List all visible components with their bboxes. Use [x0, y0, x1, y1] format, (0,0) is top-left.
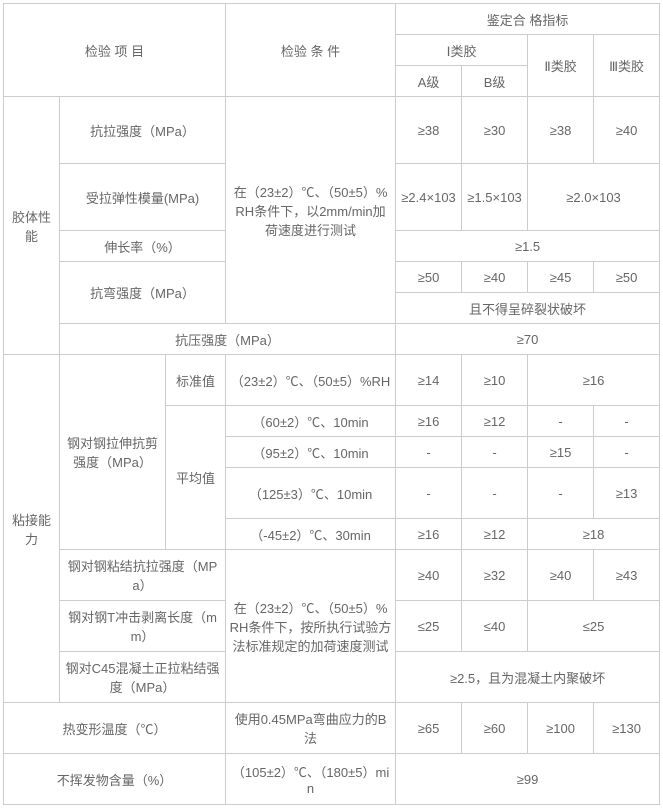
g2-s2-b: ≥12: [462, 406, 528, 437]
g2-s3-a: -: [396, 437, 462, 468]
g2-r6-a: ≥40: [396, 550, 462, 601]
g2-r6-b: ≥32: [462, 550, 528, 601]
row-heat-ii: ≥100: [528, 703, 594, 754]
g2-r6-iii: ≥43: [594, 550, 660, 601]
g2-s3-ii: ≥15: [528, 437, 594, 468]
g2-r6-ii: ≥40: [528, 550, 594, 601]
g2-s4-b: -: [462, 468, 528, 519]
g2-s1-a: ≥14: [396, 355, 462, 406]
g1-r2-b: ≥1.5×103: [462, 164, 528, 231]
g1-cond-block: 在（23±2）℃、（50±5）%RH条件下，以2mm/min加荷速度进行测试: [226, 97, 396, 324]
g1-r2-label: 受拉弹性模量(MPa): [60, 164, 226, 231]
g2-s4-iii: ≥13: [594, 468, 660, 519]
g1-r3-label: 伸长率（%）: [60, 231, 226, 262]
row-heat-a: ≥65: [396, 703, 462, 754]
g1-r3-span: ≥1.5: [396, 231, 660, 262]
g2-cond-block2: 在（23±2）℃、（50±5）%RH条件下，按所执行试验方法标准规定的加荷速度测…: [226, 550, 396, 703]
row-heat-iii: ≥130: [594, 703, 660, 754]
g1-r1-iii: ≥40: [594, 97, 660, 164]
hdr-inspection-item: 检验 项 目: [4, 4, 226, 97]
hdr-grade-b: B级: [462, 66, 528, 97]
group2-name: 粘接能力: [4, 355, 60, 703]
spec-table: 检验 项 目 检验 条 件 鉴定合 格指标 Ⅰ类胶 Ⅱ类胶 Ⅲ类胶 A级 B级 …: [3, 3, 660, 805]
g2-std-label: 标准值: [166, 355, 226, 406]
row-heat-label: 热变形温度（℃）: [4, 703, 226, 754]
hdr-class-ii: Ⅱ类胶: [528, 35, 594, 97]
g2-r8-label: 钢对C45混凝土正拉粘结强度（MPa）: [60, 652, 226, 703]
g1-r4-a: ≥50: [396, 262, 462, 293]
g2-r7-label: 钢对钢T冲击剥离长度（mm）: [60, 601, 226, 652]
g2-s1-cond: （23±2）℃、（50±5）%RH: [226, 355, 396, 406]
g2-s5-cond: （-45±2）℃、30min: [226, 519, 396, 550]
row-vol-cond: （105±2）℃、（180±5）min: [226, 754, 396, 805]
g2-r7-ii-iii: ≤25: [528, 601, 660, 652]
g2-r7-b: ≤40: [462, 601, 528, 652]
g2-s1-b: ≥10: [462, 355, 528, 406]
row-heat-b: ≥60: [462, 703, 528, 754]
row-vol-span: ≥99: [396, 754, 660, 805]
g1-r1-label: 抗拉强度（MPa）: [60, 97, 226, 164]
g1-r2-a: ≥2.4×103: [396, 164, 462, 231]
g2-s3-b: -: [462, 437, 528, 468]
g1-r4-label: 抗弯强度（MPa）: [60, 262, 226, 324]
g1-r1-ii: ≥38: [528, 97, 594, 164]
g2-avg-label: 平均值: [166, 406, 226, 550]
g2-s2-ii: -: [528, 406, 594, 437]
g1-r5-span: ≥70: [396, 324, 660, 355]
g2-s1-ii-iii: ≥16: [528, 355, 660, 406]
group1-name: 胶体性能: [4, 97, 60, 355]
hdr-class-iii: Ⅲ类胶: [594, 35, 660, 97]
row-heat-cond: 使用0.45MPa弯曲应力的B法: [226, 703, 396, 754]
g1-r1-b: ≥30: [462, 97, 528, 164]
g2-s4-ii: -: [528, 468, 594, 519]
g1-r4-ii: ≥45: [528, 262, 594, 293]
g2-s3-iii: -: [594, 437, 660, 468]
g1-r2-ii-iii: ≥2.0×103: [528, 164, 660, 231]
g1-r4-iii: ≥50: [594, 262, 660, 293]
g1-r5-label: 抗压强度（MPa）: [60, 324, 396, 355]
g2-s5-ii-iii: ≥18: [528, 519, 660, 550]
hdr-qualified: 鉴定合 格指标: [396, 4, 660, 35]
g2-s4-a: -: [396, 468, 462, 519]
g2-s2-a: ≥16: [396, 406, 462, 437]
g1-r4-b: ≥40: [462, 262, 528, 293]
g2-r8-span: ≥2.5，且为混凝土内聚破坏: [396, 652, 660, 703]
hdr-inspection-cond: 检验 条 件: [226, 4, 396, 97]
hdr-class-i: Ⅰ类胶: [396, 35, 528, 66]
g2-s3-cond: （95±2）℃、10min: [226, 437, 396, 468]
g2-r7-a: ≤25: [396, 601, 462, 652]
g1-r1-a: ≥38: [396, 97, 462, 164]
g2-s2-iii: -: [594, 406, 660, 437]
g2-s2-cond: （60±2）℃、10min: [226, 406, 396, 437]
row-vol-label: 不挥发物含量（%）: [4, 754, 226, 805]
g2-s5-b: ≥12: [462, 519, 528, 550]
g2-r6-label: 钢对钢粘结抗拉强度（MPa）: [60, 550, 226, 601]
g1-r4-note: 且不得呈碎裂状破坏: [396, 293, 660, 324]
g2-s5-a: ≥16: [396, 519, 462, 550]
g2-s4-cond: （125±3）℃、10min: [226, 468, 396, 519]
g2-shear-label: 钢对钢拉伸抗剪强度（MPa）: [60, 355, 166, 550]
hdr-grade-a: A级: [396, 66, 462, 97]
